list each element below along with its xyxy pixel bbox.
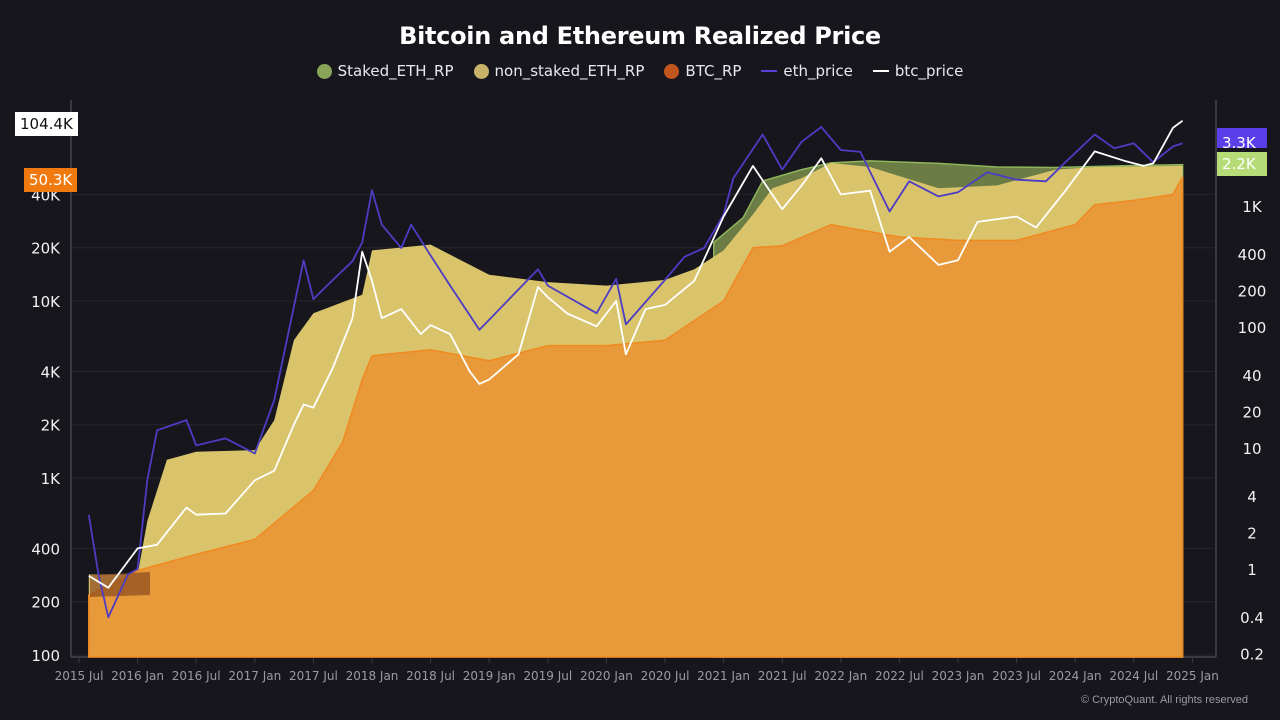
y-left-tick-label: 4K [41,363,62,381]
x-tick-label: 2015 Jul [55,669,104,683]
legend-label: BTC_RP [685,62,742,80]
y-right-tick-label: 100 [1238,319,1267,337]
legend-label: Staked_ETH_RP [337,62,454,80]
x-tick-label: 2019 Jan [463,669,516,683]
x-tick-label: 2024 Jan [1049,669,1102,683]
eth-price-last-label: 3.3K [1217,128,1267,148]
y-left-tick-label: 2K [41,417,62,435]
copyright-footer: © CryptoQuant. All rights reserved [1080,694,1248,706]
y-left-tick-label: 1K [41,470,62,488]
y-left-tick-label: 200 [31,594,60,612]
y-right-tick-label: 40 [1242,367,1261,385]
y-left-tick-label: 20K [31,240,61,258]
legend-item-non-staked-eth-rp[interactable]: non_staked_ETH_RP [473,62,645,80]
area-btc-rp [88,176,1184,658]
line-eth-price [87,126,1183,619]
legend-marker [316,63,332,79]
x-tick-label: 2017 Jan [228,669,281,683]
y-right-tick-label: 200 [1238,283,1267,301]
x-tick-label: 2020 Jan [580,669,633,683]
x-tick-label: 2018 Jan [346,669,399,683]
x-tick-label: 2016 Jan [111,669,164,683]
btc-rp-last-label: 50.3K [24,168,78,192]
legend-label: non_staked_ETH_RP [494,62,645,80]
legend-item-eth-price[interactable]: eth_price [761,62,853,80]
y-left-tick-label: 100 [31,647,60,665]
y-right-tick-label: 1K [1242,198,1263,216]
btc-price-last-label: 104.4K [15,112,78,136]
y-right-tick-label: 20 [1242,404,1261,422]
legend-label: eth_price [783,62,853,80]
x-tick-label: 2025 Jan [1166,669,1219,683]
y-left-tick-label: 400 [31,540,60,558]
legend-item-btc-rp[interactable]: BTC_RP [664,62,741,80]
legend-marker [761,70,778,72]
legend-marker [664,63,680,79]
x-tick-label: 2018 Jul [406,669,455,683]
eth-rp-last-label: 2.2K [1217,152,1267,176]
y-left-tick-label: 10K [31,293,61,311]
x-tick-label: 2017 Jul [289,669,338,683]
legend-marker [473,63,489,79]
x-tick-label: 2023 Jul [992,669,1041,683]
x-tick-label: 2022 Jul [875,669,924,683]
legend-item-btc-price[interactable]: btc_price [872,62,964,80]
y-right-tick-label: 2 [1247,525,1257,543]
x-tick-label: 2020 Jul [641,669,690,683]
legend-item-staked-eth-rp[interactable]: Staked_ETH_RP [316,62,454,80]
y-right-tick-label: 400 [1238,246,1267,264]
x-tick-label: 2022 Jan [814,669,867,683]
legend-marker [872,70,889,72]
legend: Staked_ETH_RP non_staked_ETH_RP BTC_RP e… [0,62,1280,80]
x-tick-label: 2023 Jan [932,669,985,683]
y-right-tick-label: 0.2 [1240,646,1264,664]
chart-title: Bitcoin and Ethereum Realized Price [399,22,881,50]
y-right-tick-label: 10 [1242,440,1261,458]
x-tick-label: 2021 Jul [758,669,807,683]
x-tick-label: 2019 Jul [523,669,572,683]
y-right-tick-label: 0.4 [1240,609,1264,627]
x-tick-label: 2024 Jul [1109,669,1158,683]
y-right-tick-label: 1 [1247,561,1257,579]
y-right-tick-label: 4 [1247,488,1257,506]
legend-label: btc_price [894,62,964,80]
area-overlap-tint [90,572,150,597]
x-tick-label: 2021 Jan [697,669,750,683]
line-btc-price [88,119,1184,589]
x-tick-label: 2016 Jul [172,669,221,683]
